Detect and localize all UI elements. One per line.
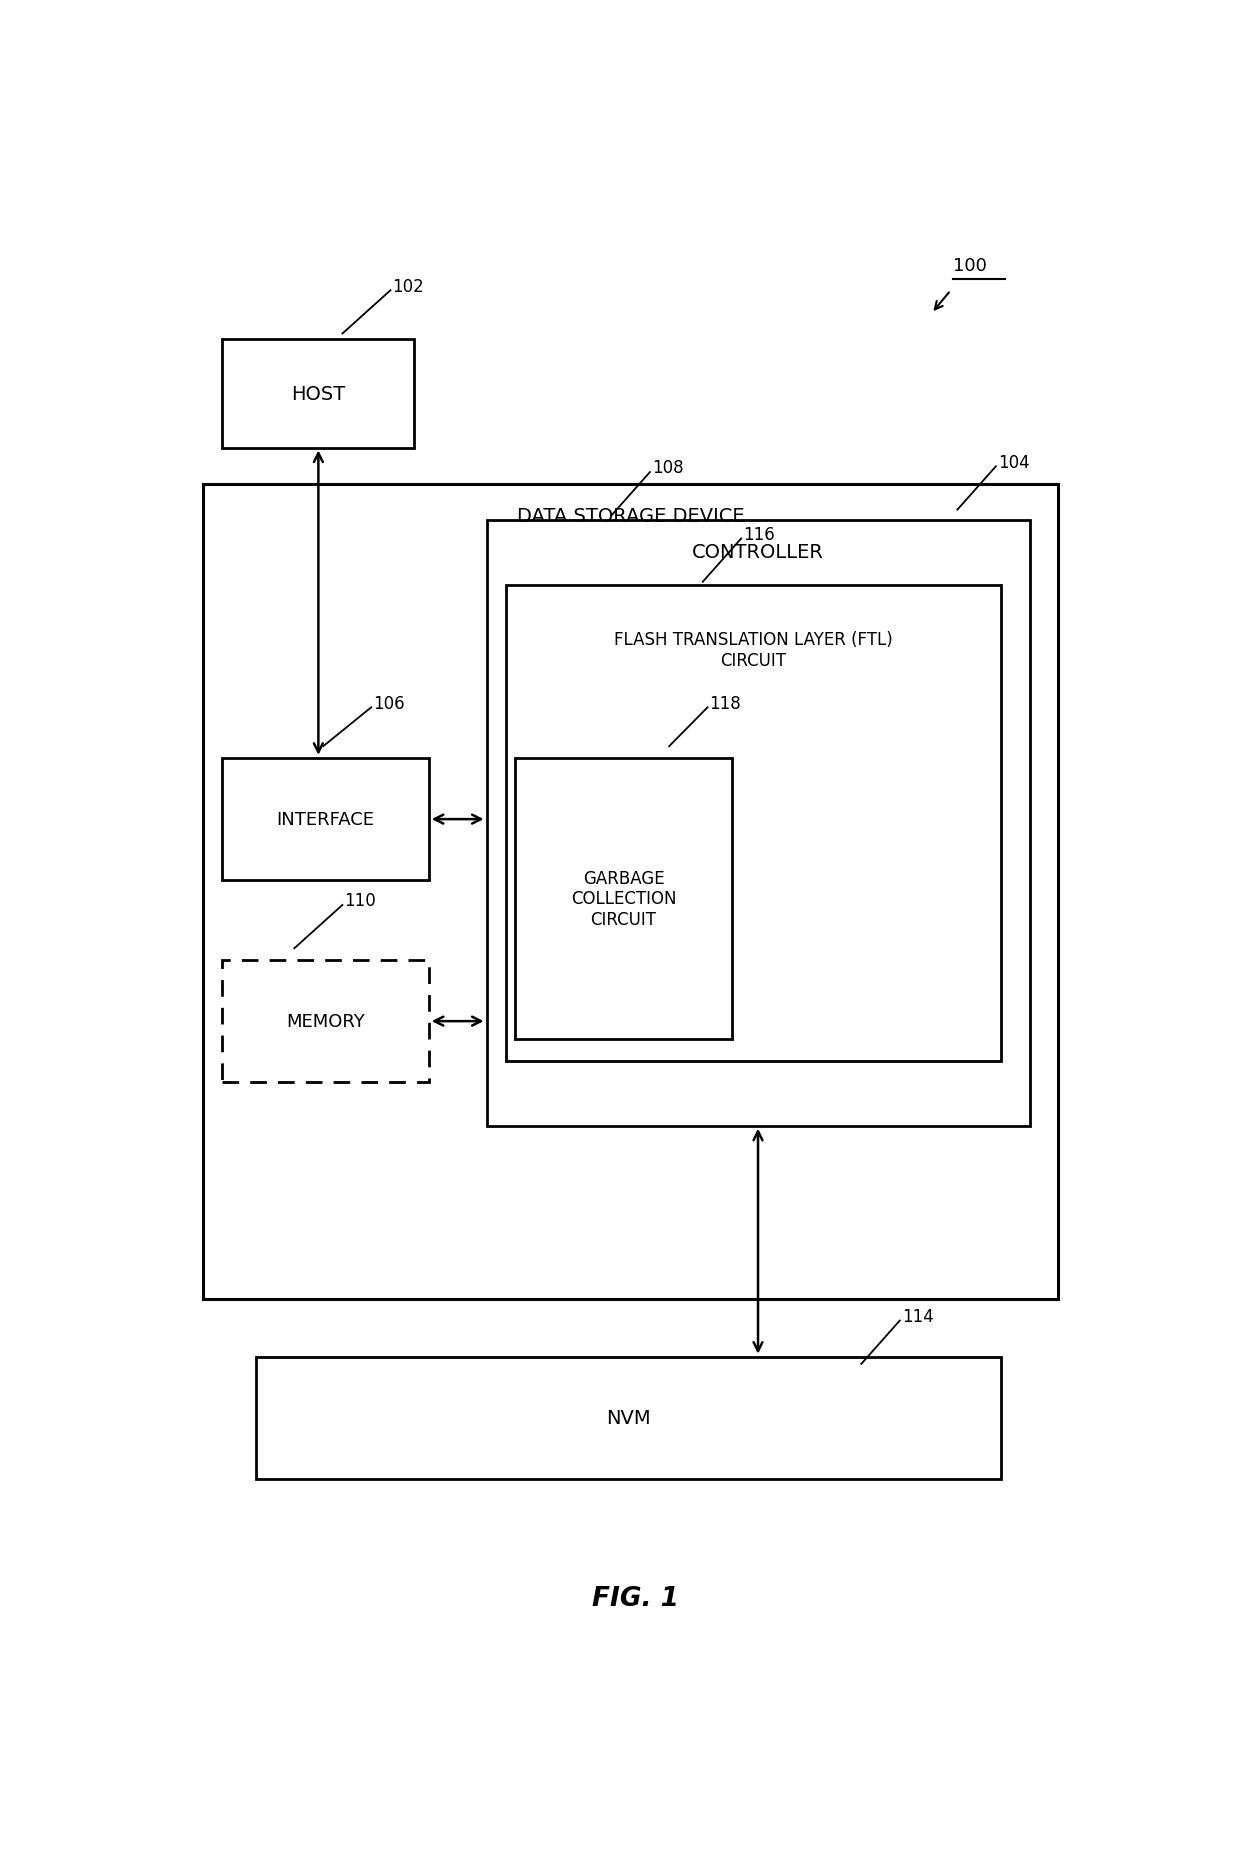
Bar [222,341,414,448]
Bar [506,584,1001,1062]
Text: 108: 108 [652,459,683,478]
Text: 110: 110 [345,892,376,910]
Text: INTERFACE: INTERFACE [277,811,374,828]
Bar [516,759,732,1040]
Text: 106: 106 [373,695,404,712]
Bar [255,1356,1001,1480]
Bar [486,521,1029,1126]
Bar [222,759,429,880]
Text: 114: 114 [901,1307,934,1326]
Text: 118: 118 [709,695,742,712]
Bar [222,961,429,1083]
Text: HOST: HOST [291,384,346,405]
Text: NVM: NVM [606,1408,651,1427]
Text: MEMORY: MEMORY [286,1013,365,1030]
Text: 104: 104 [998,453,1029,472]
Text: CONTROLLER: CONTROLLER [692,543,823,562]
Text: FLASH TRANSLATION LAYER (FTL)
CIRCUIT: FLASH TRANSLATION LAYER (FTL) CIRCUIT [614,631,893,671]
Text: 102: 102 [392,277,424,296]
Text: 100: 100 [952,257,987,275]
Text: FIG. 1: FIG. 1 [591,1585,680,1611]
Text: DATA STORAGE DEVICE: DATA STORAGE DEVICE [517,506,744,526]
Text: 116: 116 [743,526,775,543]
Bar [203,485,1058,1300]
Text: GARBAGE
COLLECTION
CIRCUIT: GARBAGE COLLECTION CIRCUIT [570,869,676,929]
